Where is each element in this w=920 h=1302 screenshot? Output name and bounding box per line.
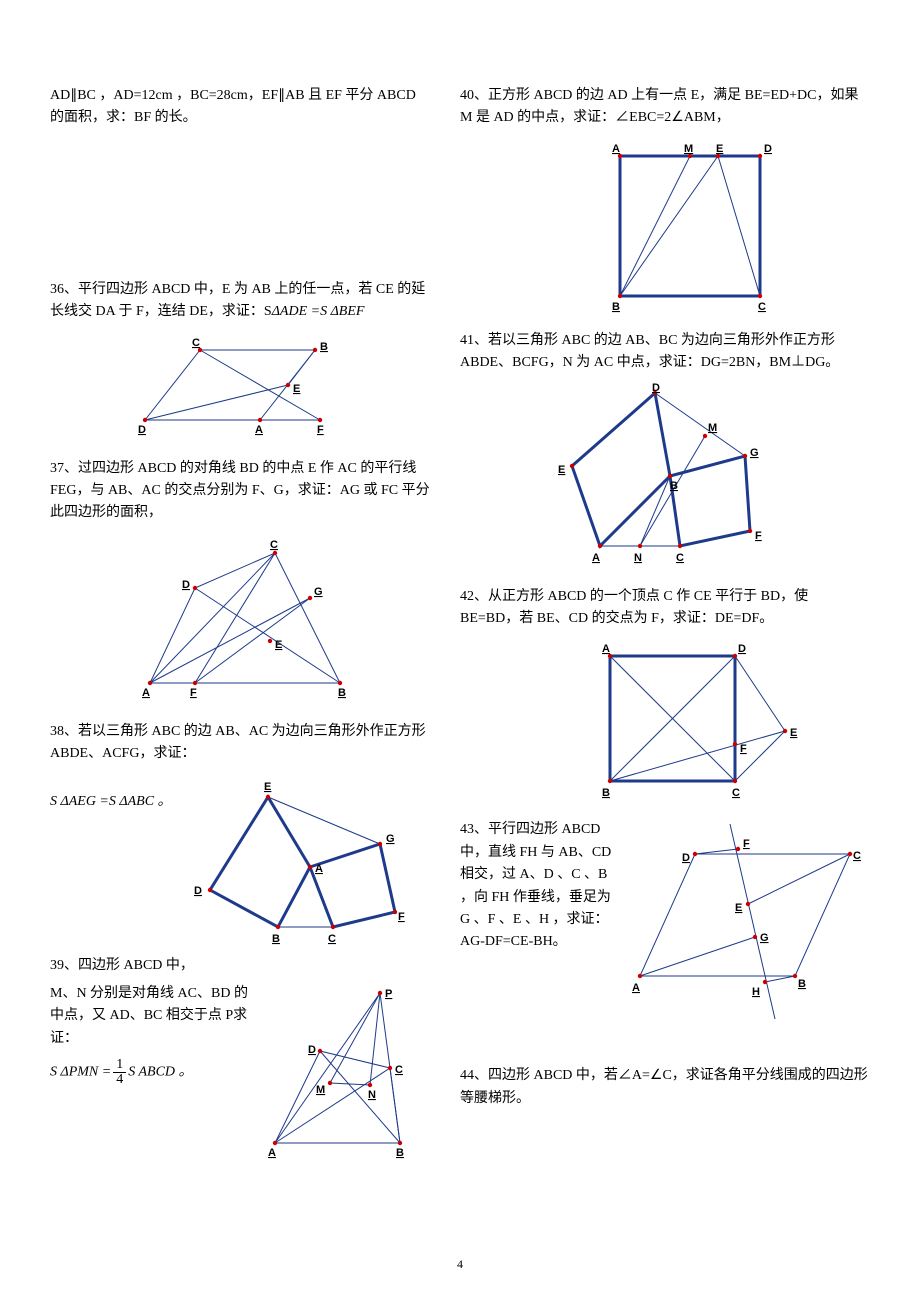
problem-36: 36、平行四边形 ABCD 中，E 为 AB 上的任一点，若 CE 的延长线交 … xyxy=(50,279,430,440)
label-B: B xyxy=(602,787,610,799)
label-E: E xyxy=(558,464,565,476)
label-B: B xyxy=(612,301,620,313)
figure-43: D F C E G A H B xyxy=(620,819,870,1029)
problem-math: S ΔAEG =S ΔABC 。 xyxy=(50,772,180,947)
label-H: H xyxy=(752,986,760,998)
page-number: 4 xyxy=(457,1257,463,1272)
label-F: F xyxy=(398,911,405,923)
problem-44: 44、四边形 ABCD 中，若∠A=∠C，求证各角平分线围成的四边形等腰梯形。 xyxy=(460,1065,870,1116)
problem-39: 39、四边形 ABCD 中， M、N 分别是对角线 AC、BD 的中点，又 AD… xyxy=(50,955,430,1163)
label-M: M xyxy=(708,422,717,434)
figure-41: D M G E B A N C F xyxy=(540,381,780,566)
label-A: A xyxy=(255,424,263,436)
label-D: D xyxy=(138,424,146,436)
label-G: G xyxy=(386,833,395,845)
label-D: D xyxy=(652,382,660,394)
label-N: N xyxy=(368,1089,376,1101)
problem-text: 37、过四边形 ABCD 的对角线 BD 的中点 E 作 AC 的平行线 FEG… xyxy=(50,458,430,525)
label-C: C xyxy=(270,539,278,551)
label-D: D xyxy=(682,852,690,864)
label-E: E xyxy=(790,727,797,739)
label-F: F xyxy=(743,838,750,850)
label-C: C xyxy=(676,552,684,564)
label-N: N xyxy=(634,552,642,564)
label-A: A xyxy=(612,143,620,155)
problem-text: 42、从正方形 ABCD 的一个顶点 C 作 CE 平行于 BD，使 BE=BD… xyxy=(460,586,870,631)
label-C: C xyxy=(395,1064,403,1076)
label-B: B xyxy=(338,687,346,699)
label-B: B xyxy=(396,1147,404,1159)
label-A: A xyxy=(268,1147,276,1159)
label-E: E xyxy=(275,639,282,651)
label-G: G xyxy=(750,447,759,459)
label-D: D xyxy=(738,643,746,655)
problem-text: 38、若以三角形 ABC 的边 AB、AC 为边向三角形外作正方形 ABDE、A… xyxy=(50,721,430,766)
label-C: C xyxy=(758,301,766,313)
problem-text: AD∥BC ，AD=12cm ，BC=28cm，EF∥AB 且 EF 平分 AB… xyxy=(50,85,430,130)
figure-42: A D E F B C xyxy=(580,636,810,801)
label-E: E xyxy=(735,902,742,914)
label-M: M xyxy=(684,143,693,155)
label-B: B xyxy=(670,480,678,492)
problem-text: 40、正方形 ABCD 的边 AD 上有一点 E，满足 BE=ED+DC，如果 … xyxy=(460,85,870,130)
label-C: C xyxy=(328,933,336,945)
figure-37: C D G E A F B xyxy=(120,533,370,703)
problem-text: 41、若以三角形 ABC 的边 AB、BC 为边向三角形外作正方形 ABDE、B… xyxy=(460,330,870,375)
label-C: C xyxy=(192,337,200,349)
problem-text-line2: M、N 分别是对角线 AC、BD 的中点，又 AD、BC 相交于点 P求证： xyxy=(50,983,250,1050)
label-E: E xyxy=(716,143,723,155)
problem-math: S ΔPMN =14S ABCD 。 xyxy=(50,1058,250,1087)
problem-37: 37、过四边形 ABCD 的对角线 BD 的中点 E 作 AC 的平行线 FEG… xyxy=(50,458,430,703)
label-B: B xyxy=(798,978,806,990)
label-C: C xyxy=(853,850,861,862)
label-G: G xyxy=(760,932,769,944)
label-C: C xyxy=(732,787,740,799)
label-E: E xyxy=(264,781,271,793)
problem-40: 40、正方形 ABCD 的边 AD 上有一点 E，满足 BE=ED+DC，如果 … xyxy=(460,85,870,316)
problem-38: 38、若以三角形 ABC 的边 AB、AC 为边向三角形外作正方形 ABDE、A… xyxy=(50,721,430,947)
label-A: A xyxy=(142,687,150,699)
label-E: E xyxy=(293,383,300,395)
label-D: D xyxy=(194,885,202,897)
label-A: A xyxy=(592,552,600,564)
label-F: F xyxy=(190,687,197,699)
label-D: D xyxy=(308,1044,316,1056)
problem-text-line1: 39、四边形 ABCD 中， xyxy=(50,955,430,977)
figure-36: C B E D A F xyxy=(110,330,370,440)
problem-41: 41、若以三角形 ABC 的边 AB、BC 为边向三角形外作正方形 ABDE、B… xyxy=(460,330,870,566)
figure-39: P D C M N A B xyxy=(250,983,430,1163)
problem-text: 43、平行四边形 ABCD 中，直线 FH 与 AB、CD 相交，过 A、D 、… xyxy=(460,819,620,953)
label-F: F xyxy=(317,424,324,436)
label-A: A xyxy=(602,643,610,655)
label-G: G xyxy=(314,586,323,598)
problem-text: 36、平行四边形 ABCD 中，E 为 AB 上的任一点，若 CE 的延长线交 … xyxy=(50,279,430,324)
problem-35-continued: AD∥BC ，AD=12cm ，BC=28cm，EF∥AB 且 EF 平分 AB… xyxy=(50,85,430,136)
label-A: A xyxy=(315,863,323,875)
problem-42: 42、从正方形 ABCD 的一个顶点 C 作 CE 平行于 BD，使 BE=BD… xyxy=(460,586,870,802)
label-P: P xyxy=(385,988,392,1000)
label-D: D xyxy=(182,579,190,591)
label-A: A xyxy=(632,982,640,994)
problem-43: 43、平行四边形 ABCD 中，直线 FH 与 AB、CD 相交，过 A、D 、… xyxy=(460,819,870,1029)
problem-text: 44、四边形 ABCD 中，若∠A=∠C，求证各角平分线围成的四边形等腰梯形。 xyxy=(460,1065,870,1110)
label-D: D xyxy=(764,143,772,155)
label-M: M xyxy=(316,1084,325,1096)
label-F: F xyxy=(755,530,762,542)
figure-38: E G D A B C F xyxy=(180,772,420,947)
label-F: F xyxy=(740,743,747,755)
label-B: B xyxy=(320,341,328,353)
label-B: B xyxy=(272,933,280,945)
figure-40: A M E D B C xyxy=(590,136,790,316)
